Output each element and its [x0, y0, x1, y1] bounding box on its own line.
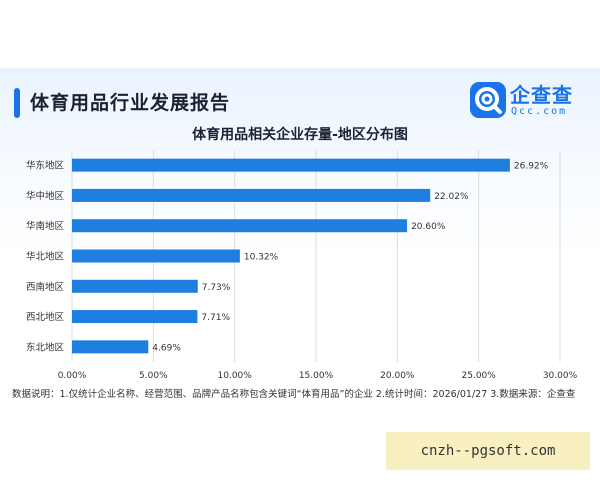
- x-tick-label: 15.00%: [299, 371, 334, 381]
- value-label: 26.92%: [514, 162, 549, 172]
- chart-title: 体育用品相关企业存量-地区分布图: [192, 127, 408, 143]
- qcc-logo-icon: [470, 82, 506, 118]
- category-label: 西北地区: [26, 311, 65, 323]
- category-label: 东北地区: [26, 341, 65, 353]
- value-label: 7.73%: [202, 283, 231, 293]
- bar: [72, 188, 431, 202]
- logo-domain: Qcc.com: [511, 106, 568, 117]
- logo-name: 企查查: [510, 83, 573, 107]
- bar: [72, 249, 240, 263]
- report-title: 体育用品行业发展报告: [30, 92, 231, 114]
- category-label: 西南地区: [26, 281, 65, 293]
- category-label: 华中地区: [26, 190, 65, 202]
- bar: [72, 219, 408, 233]
- value-label: 7.71%: [201, 313, 230, 323]
- bar-chart: 0.00% 5.00% 10.00% 15.00% 20.00% 25.00% 30.00%…: [26, 150, 578, 381]
- watermark-text: cnzh--pgsoft.com: [386, 432, 590, 470]
- bar: [72, 279, 198, 293]
- x-tick-label: 25.00%: [462, 371, 497, 381]
- category-label: 华北地区: [26, 251, 65, 263]
- qcc-logo: 企查查 Qcc.com: [470, 82, 588, 124]
- category-label: 华东地区: [26, 160, 65, 172]
- bar: [72, 310, 198, 324]
- x-tick-label: 10.00%: [218, 371, 253, 381]
- footnote: 数据说明：1.仅统计企业名称、经营范围、品牌产品名称包含关键词“体育用品”的企业…: [12, 389, 576, 400]
- bar: [72, 158, 510, 172]
- category-label: 华南地区: [26, 220, 65, 232]
- x-tick-label: 30.00%: [543, 371, 578, 381]
- value-label: 10.32%: [244, 253, 279, 263]
- x-tick-label: 20.00%: [380, 371, 415, 381]
- x-tick-label: 0.00%: [58, 371, 87, 381]
- value-label: 4.69%: [152, 343, 181, 353]
- value-label: 22.02%: [434, 192, 469, 202]
- x-tick-label: 5.00%: [139, 371, 168, 381]
- header-accent-bar: [14, 88, 20, 118]
- value-label: 20.60%: [411, 222, 446, 232]
- bar: [72, 340, 149, 354]
